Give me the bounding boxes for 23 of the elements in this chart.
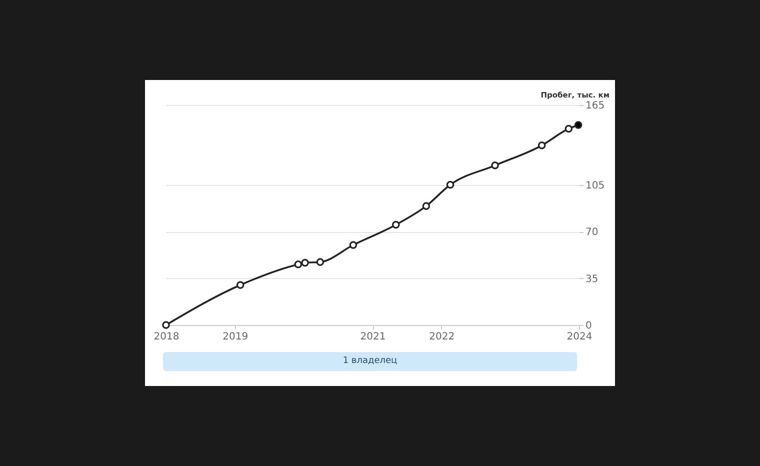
y-tick-label: 0 [586, 320, 592, 332]
y-tick-label: 70 [586, 227, 598, 238]
point [564, 124, 573, 133]
x-tick-label: 2018 [154, 332, 180, 342]
x-tick-label: 2021 [360, 332, 386, 342]
point [446, 180, 454, 189]
point [294, 260, 302, 268]
point [422, 202, 430, 210]
y-tick-label: 165 [586, 100, 605, 112]
y-tick-label: 35 [586, 274, 598, 285]
point [301, 258, 309, 267]
point [392, 220, 400, 229]
x-tick-label: 2024 [566, 332, 592, 342]
x-tick-label: 2022 [429, 332, 455, 342]
x-tick-label: 2019 [222, 332, 248, 342]
point [316, 258, 324, 266]
point [236, 281, 244, 289]
owner-strip: 1 владелец [163, 352, 577, 371]
point [349, 241, 358, 249]
y-tick-label: 105 [586, 180, 605, 192]
point [491, 162, 499, 170]
point [574, 121, 582, 129]
point [538, 142, 546, 150]
